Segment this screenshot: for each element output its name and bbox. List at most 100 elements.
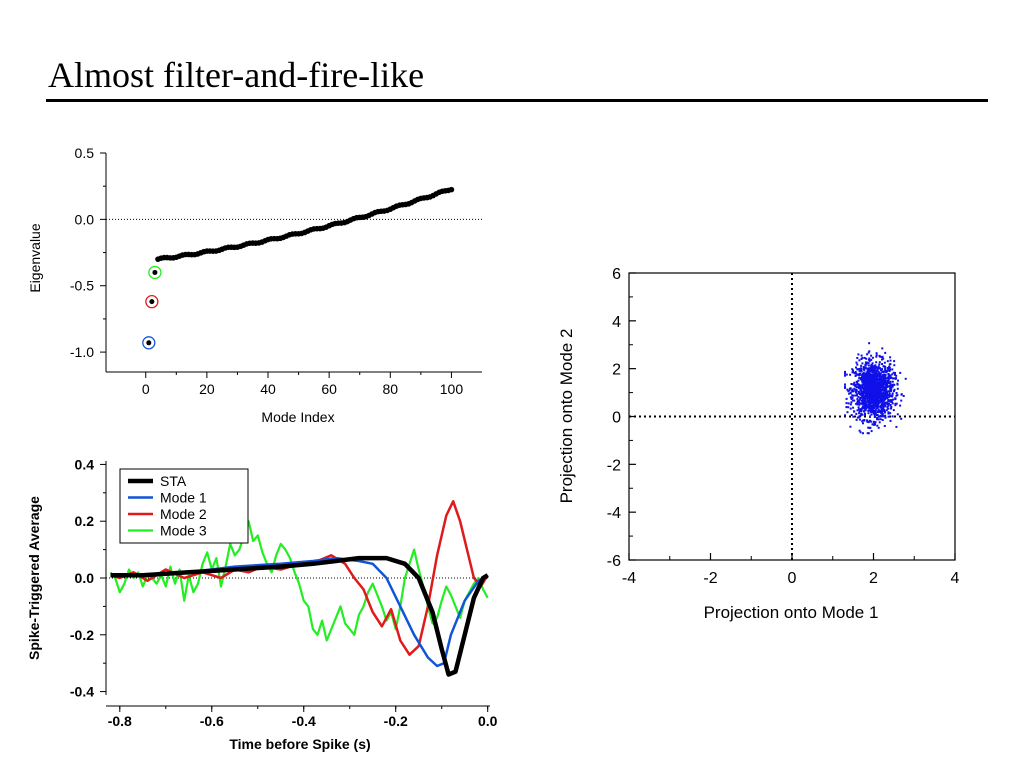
proj-point bbox=[886, 402, 889, 405]
proj-point bbox=[900, 393, 903, 396]
proj-point bbox=[860, 386, 863, 389]
proj-point bbox=[857, 395, 860, 398]
proj-point bbox=[851, 396, 854, 399]
proj-point bbox=[880, 399, 883, 402]
proj-point bbox=[881, 383, 884, 386]
proj-point bbox=[877, 365, 880, 368]
proj-point bbox=[895, 402, 898, 405]
proj-point bbox=[892, 371, 895, 374]
proj-point bbox=[876, 424, 879, 427]
proj-point bbox=[883, 396, 886, 399]
proj-point bbox=[872, 386, 875, 389]
proj-point bbox=[870, 413, 873, 416]
proj-point bbox=[861, 420, 864, 423]
proj-point bbox=[891, 402, 894, 405]
proj-point bbox=[868, 387, 871, 390]
proj-point bbox=[872, 382, 875, 385]
proj-point bbox=[855, 394, 858, 397]
proj-point bbox=[858, 429, 861, 432]
proj-point bbox=[870, 366, 872, 369]
proj-point bbox=[870, 354, 873, 357]
proj-point bbox=[846, 388, 849, 391]
proj-point bbox=[883, 408, 886, 411]
proj-point bbox=[860, 354, 863, 357]
proj-point bbox=[877, 404, 880, 407]
proj-point bbox=[884, 416, 887, 419]
proj-point bbox=[860, 402, 863, 405]
proj-point bbox=[877, 374, 879, 377]
proj-point bbox=[850, 383, 853, 385]
proj-point bbox=[865, 357, 868, 360]
proj-point bbox=[871, 356, 874, 359]
proj-point bbox=[863, 356, 866, 359]
proj-point bbox=[875, 352, 878, 355]
title-divider bbox=[46, 99, 988, 102]
proj-point bbox=[858, 410, 861, 412]
proj-point bbox=[883, 415, 886, 418]
proj-point bbox=[844, 372, 846, 375]
proj-point bbox=[885, 390, 888, 393]
proj-point bbox=[870, 383, 873, 386]
eigen-ytick-label: 0.5 bbox=[75, 145, 95, 161]
proj-point bbox=[868, 360, 871, 363]
proj-point bbox=[879, 401, 881, 404]
eigen-xtick-label: 100 bbox=[440, 381, 464, 397]
proj-point bbox=[882, 365, 885, 368]
eigen-xtick-label: 0 bbox=[142, 381, 150, 397]
eigen-highlight-ring bbox=[142, 336, 156, 350]
proj-point bbox=[891, 368, 894, 371]
proj-point bbox=[867, 364, 870, 367]
proj-point bbox=[862, 432, 864, 435]
proj-point bbox=[873, 402, 875, 405]
proj-point bbox=[870, 430, 873, 433]
proj-point bbox=[885, 396, 887, 398]
proj-point bbox=[886, 397, 889, 400]
proj-point bbox=[878, 382, 881, 385]
proj-point bbox=[845, 402, 848, 405]
proj-point bbox=[860, 408, 863, 411]
proj-point bbox=[887, 373, 890, 375]
proj-point bbox=[878, 371, 881, 374]
proj-point bbox=[895, 392, 898, 394]
proj-point bbox=[871, 376, 874, 379]
proj-point bbox=[847, 406, 850, 409]
proj-point bbox=[884, 377, 887, 380]
proj-point bbox=[871, 393, 874, 396]
proj-point bbox=[872, 380, 875, 383]
proj-point bbox=[862, 394, 865, 397]
proj-point bbox=[868, 403, 871, 406]
proj-xtick-label: -2 bbox=[703, 570, 717, 587]
proj-point bbox=[890, 386, 893, 389]
proj-point bbox=[862, 390, 865, 393]
proj-point bbox=[844, 386, 846, 389]
proj-point bbox=[862, 422, 864, 425]
proj-point bbox=[880, 408, 883, 411]
proj-point bbox=[858, 408, 860, 411]
proj-point bbox=[876, 411, 879, 414]
proj-point bbox=[860, 364, 863, 367]
proj-point bbox=[863, 383, 866, 385]
proj-point bbox=[867, 389, 869, 392]
sta-series-mode-1 bbox=[110, 556, 489, 668]
proj-point bbox=[867, 394, 870, 397]
proj-point bbox=[853, 381, 856, 384]
proj-point bbox=[867, 369, 870, 372]
proj-point bbox=[868, 358, 870, 361]
proj-point bbox=[870, 380, 873, 383]
proj-point bbox=[876, 383, 879, 386]
proj-point bbox=[853, 387, 856, 390]
proj-point bbox=[866, 420, 869, 423]
sta-xtick-label: -0.6 bbox=[200, 713, 224, 729]
proj-point bbox=[892, 377, 894, 380]
proj-point bbox=[883, 361, 886, 364]
proj-point bbox=[864, 377, 867, 380]
proj-point bbox=[870, 369, 873, 372]
eigen-xtick-label: 60 bbox=[321, 381, 337, 397]
proj-point bbox=[857, 390, 860, 393]
proj-point bbox=[862, 400, 865, 402]
proj-point bbox=[868, 406, 871, 409]
proj-point bbox=[873, 388, 876, 391]
proj-point bbox=[888, 393, 891, 396]
